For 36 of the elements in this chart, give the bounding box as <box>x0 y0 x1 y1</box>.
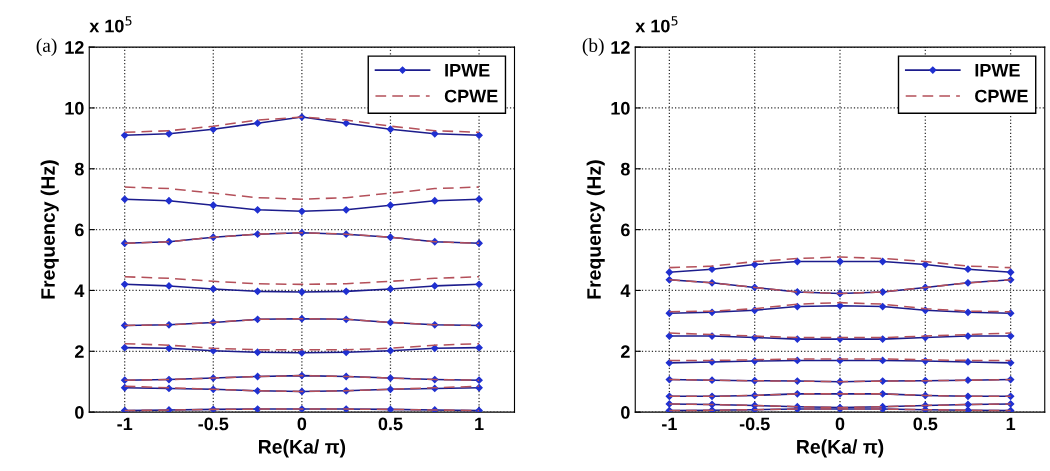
y-tick-label: 4 <box>74 284 85 297</box>
chart-title: (b) <box>582 38 604 56</box>
x-tick-label: 0 <box>297 417 307 431</box>
x-tick-label: -1 <box>117 417 133 431</box>
y-tick-label: 12 <box>611 41 630 54</box>
text: x 10$^{5}$ <box>89 16 132 33</box>
y-tick-label: 10 <box>611 101 630 115</box>
x-tick-label: 0.5 <box>378 417 403 431</box>
y-axis-title: Frequency (Hz) <box>586 160 605 299</box>
x-tick-label: 0.5 <box>913 417 938 431</box>
y-tick-label: 0 <box>621 406 630 419</box>
legend-label: CPWE <box>975 89 1028 103</box>
x-axis-title: Re(Ka/ π) <box>259 439 346 458</box>
y-tick-label: 8 <box>620 162 630 176</box>
y-axis-title: Frequency (Hz) <box>40 160 59 299</box>
x-axis-title: Re(Ka/ π) <box>797 439 884 458</box>
y-tick-label: 12 <box>65 41 84 54</box>
y-tick-label: 2 <box>74 345 84 358</box>
y-tick-label: 0 <box>75 406 84 419</box>
legend-label: IPWE <box>975 64 1020 77</box>
y-tick-label: 8 <box>74 162 84 176</box>
y-tick-label: 6 <box>621 223 630 237</box>
y-tick-label: 2 <box>620 345 630 358</box>
x-tick-label: 1 <box>475 417 484 431</box>
y-tick-label: 4 <box>620 284 631 297</box>
x-tick-label: -0.5 <box>739 417 770 431</box>
y-tick-label: 6 <box>75 223 84 237</box>
x-tick-label: 0 <box>835 417 845 431</box>
legend-label: CPWE <box>444 89 498 103</box>
x-tick-label: -1 <box>662 417 677 431</box>
x-tick-label: 1 <box>1006 417 1016 431</box>
x-tick-label: -0.5 <box>198 417 229 431</box>
text: x 10$^{5}$ <box>635 16 678 33</box>
y-tick-label: 10 <box>65 101 84 115</box>
legend-label: IPWE <box>445 64 490 77</box>
chart-title: (a) <box>36 38 57 56</box>
